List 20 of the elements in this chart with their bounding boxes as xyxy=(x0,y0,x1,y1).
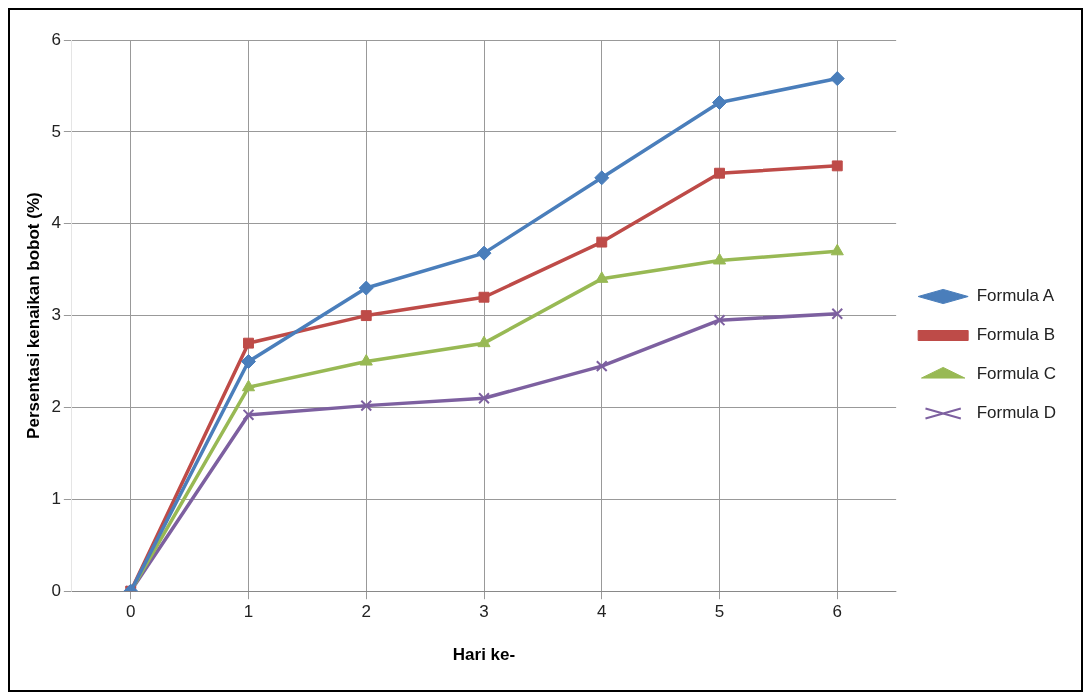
y-tick-label: 4 xyxy=(51,213,61,233)
y-tick-label: 5 xyxy=(51,121,61,141)
y-tick-label: 0 xyxy=(51,580,61,600)
y-tick-label: 2 xyxy=(51,397,61,417)
legend-label: Formula D xyxy=(976,403,1057,423)
x-tick-label: 4 xyxy=(597,602,607,622)
x-tick-label: 5 xyxy=(714,602,725,622)
y-tick-label: 1 xyxy=(51,489,61,509)
legend-label: Formula A xyxy=(976,286,1055,306)
x-tick-label: 3 xyxy=(479,602,489,622)
legend-label: Formula C xyxy=(976,364,1057,384)
x-axis-title: Hari ke- xyxy=(452,645,516,665)
y-tick-label: 6 xyxy=(51,29,61,49)
legend-label: Formula B xyxy=(976,325,1056,345)
y-axis-title: Persentasi kenaikan bobot (%) xyxy=(23,192,43,439)
x-tick-label: 6 xyxy=(832,602,843,622)
y-tick-label: 3 xyxy=(51,305,61,325)
x-tick-label: 0 xyxy=(126,602,136,622)
x-tick-label: 1 xyxy=(243,602,254,622)
x-tick-label: 2 xyxy=(361,602,371,622)
